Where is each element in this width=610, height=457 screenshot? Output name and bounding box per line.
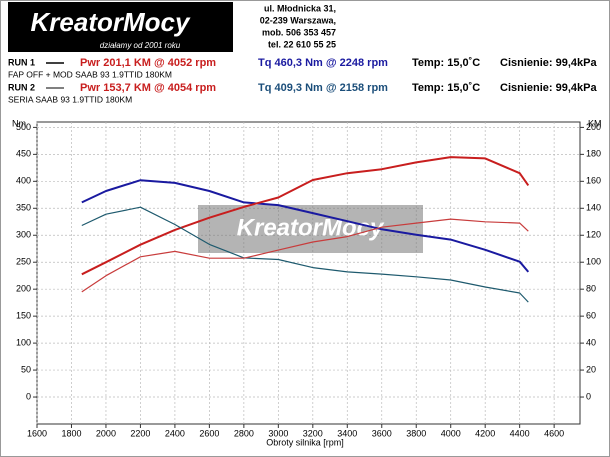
y2-tick-label: 180 (586, 149, 601, 159)
x-tick-label: 2200 (130, 428, 150, 438)
y2-axis-label: KM (588, 118, 602, 128)
logo: KreatorMocy (31, 7, 191, 37)
x-tick-label: 3800 (406, 428, 426, 438)
x-axis-label: Obroty silnika [rpm] (266, 437, 344, 447)
y-tick-label: 100 (16, 337, 31, 347)
curve (81, 179, 530, 273)
curve (81, 218, 529, 293)
run-label: RUN 1 (8, 57, 35, 67)
slogan: działamy od 2001 roku (100, 41, 181, 50)
x-tick-label: 4400 (510, 428, 530, 438)
x-tick-label: 1600 (27, 428, 47, 438)
y-axis-label: Nm (12, 118, 26, 128)
run-label: RUN 2 (8, 82, 35, 92)
x-tick-label: 3000 (268, 428, 288, 438)
run-temp: Temp: 15,0˚C (412, 82, 480, 94)
y-tick-label: 450 (16, 149, 31, 159)
x-tick-label: 3600 (372, 428, 392, 438)
x-tick-label: 3200 (303, 428, 323, 438)
y2-tick-label: 160 (586, 176, 601, 186)
x-tick-label: 2400 (165, 428, 185, 438)
y-tick-label: 350 (16, 203, 31, 213)
address: ul. Młodnicka 31, (264, 3, 336, 13)
y-tick-label: 150 (16, 311, 31, 321)
y2-tick-label: 120 (586, 230, 601, 240)
run-power: Pwr 153,7 KM @ 4054 rpm (80, 82, 216, 94)
y2-tick-label: 60 (586, 311, 596, 321)
y-tick-label: 300 (16, 230, 31, 240)
y2-tick-label: 0 (586, 391, 591, 401)
y2-tick-label: 140 (586, 203, 601, 213)
address: 02-239 Warszawa, (260, 15, 336, 25)
run-description: FAP OFF + MOD SAAB 93 1.9TTID 180KM (8, 69, 172, 79)
curve (81, 156, 530, 276)
y-tick-label: 250 (16, 257, 31, 267)
y-tick-label: 500 (16, 122, 31, 132)
y2-tick-label: 40 (586, 337, 596, 347)
run-torque: Tq 460,3 Nm @ 2248 rpm (258, 57, 388, 69)
x-tick-label: 3400 (337, 428, 357, 438)
curve (81, 206, 529, 303)
x-tick-label: 4600 (544, 428, 564, 438)
x-tick-label: 2600 (199, 428, 219, 438)
y-tick-label: 50 (21, 364, 31, 374)
logo-box (8, 2, 233, 52)
y-tick-label: 400 (16, 176, 31, 186)
run-torque: Tq 409,3 Nm @ 2158 rpm (258, 82, 388, 94)
x-tick-label: 4200 (475, 428, 495, 438)
x-tick-label: 1800 (61, 428, 81, 438)
run-power: Pwr 201,1 KM @ 4052 rpm (80, 57, 216, 69)
address: mob. 506 353 457 (262, 27, 336, 37)
y2-tick-label: 20 (586, 364, 596, 374)
y-tick-label: 0 (26, 391, 31, 401)
y-tick-label: 200 (16, 284, 31, 294)
watermark-logo: KreatorMocy (237, 214, 385, 241)
y2-tick-label: 100 (586, 257, 601, 267)
y2-tick-label: 80 (586, 284, 596, 294)
plot-area (36, 121, 581, 425)
run-temp: Temp: 15,0˚C (412, 57, 480, 69)
address: tel. 22 610 55 25 (268, 39, 336, 49)
run-pressure: Cisnienie: 99,4kPa (500, 57, 597, 69)
run-description: SERIA SAAB 93 1.9TTID 180KM (8, 94, 132, 104)
x-tick-label: 2000 (96, 428, 116, 438)
run-pressure: Cisnienie: 99,4kPa (500, 82, 597, 94)
y2-tick-label: 200 (586, 122, 601, 132)
x-tick-label: 2800 (234, 428, 254, 438)
x-tick-label: 4000 (441, 428, 461, 438)
